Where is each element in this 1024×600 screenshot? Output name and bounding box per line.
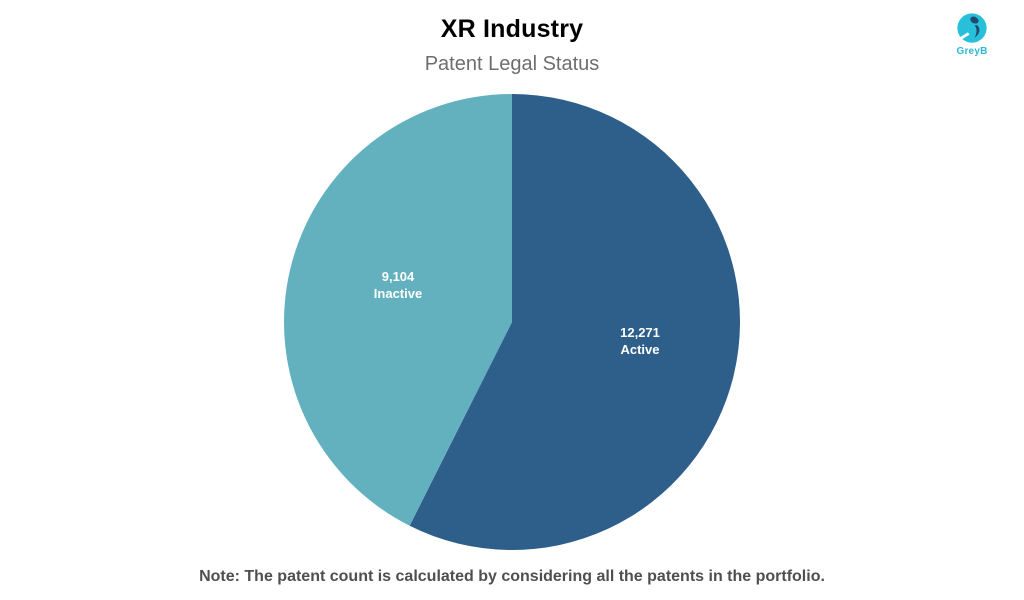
page-subtitle: Patent Legal Status	[424, 53, 600, 75]
pie-slice-inactive[interactable]	[284, 94, 512, 526]
greyb-logo-text: GreyB	[956, 46, 988, 57]
pie-slice-active[interactable]	[409, 94, 741, 550]
greyb-logo: GreyB	[948, 12, 996, 57]
pie-svg	[284, 94, 741, 550]
chart-note: Note: The patent count is calculated by …	[199, 568, 825, 585]
pie-chart	[284, 94, 741, 550]
greyb-logo-icon	[955, 13, 987, 45]
page-title: XR Industry	[440, 15, 584, 43]
